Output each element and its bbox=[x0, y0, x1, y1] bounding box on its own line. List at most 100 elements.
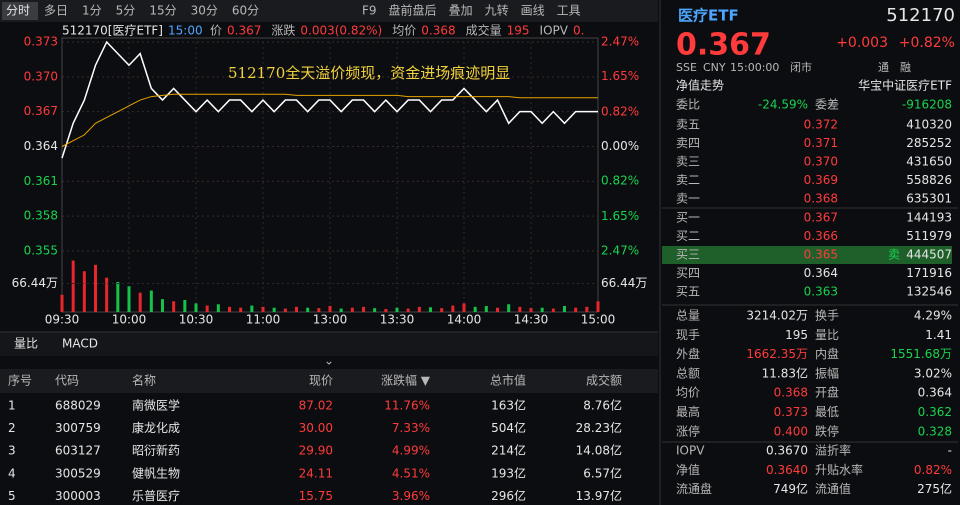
meta: 15:00:00 bbox=[730, 61, 779, 74]
table-cell: 昭衍新药 bbox=[132, 443, 180, 458]
quote-label: 涨跌 bbox=[271, 23, 295, 38]
y2-tick-label: 0.82% bbox=[601, 104, 639, 118]
level-label: 卖三 bbox=[676, 155, 700, 169]
quote-time: 15:00 bbox=[168, 24, 203, 38]
y2-tick-label: 0.00% bbox=[601, 139, 639, 153]
table-cell: 28.23亿 bbox=[576, 420, 622, 435]
level-volume: 410320 bbox=[906, 118, 952, 132]
level-label: 卖二 bbox=[676, 173, 700, 187]
y2-tick-label: 2.47% bbox=[601, 244, 639, 258]
tool-button[interactable]: 叠加 bbox=[449, 4, 473, 18]
stat-value: 1551.68万 bbox=[890, 347, 952, 361]
bid-highlight bbox=[662, 246, 952, 264]
meta: CNY bbox=[703, 61, 726, 74]
volume-bar bbox=[384, 308, 388, 312]
table-cell: 南微医学 bbox=[132, 398, 180, 413]
quote-label: IOPV bbox=[540, 24, 569, 38]
table-cell: 5 bbox=[8, 489, 16, 503]
y2-tick-label: 2.47% bbox=[601, 35, 639, 49]
volume-bar bbox=[172, 301, 176, 312]
quote-code: 512170[医疗ETF] bbox=[62, 24, 163, 38]
table-cell: 14.08亿 bbox=[576, 443, 622, 458]
quote-value: 0.003(0.82%) bbox=[300, 24, 382, 38]
table-cell: 13.97亿 bbox=[576, 488, 622, 503]
volume-bar bbox=[306, 307, 310, 312]
table-cell: 603127 bbox=[55, 444, 101, 458]
volume-bar bbox=[339, 308, 343, 312]
x-tick-label: 14:00 bbox=[447, 313, 482, 327]
level-price: 0.365 bbox=[804, 248, 838, 262]
bottom-tab[interactable]: 量比 bbox=[14, 337, 38, 351]
period-tab[interactable]: 1分 bbox=[82, 4, 102, 18]
level-price: 0.366 bbox=[804, 229, 838, 243]
volume-bar bbox=[350, 307, 354, 312]
period-tab[interactable]: 多日 bbox=[44, 4, 68, 18]
table-cell: 214亿 bbox=[491, 443, 526, 458]
bottom-tab[interactable]: MACD bbox=[62, 337, 98, 351]
level-volume: 132546 bbox=[906, 285, 952, 299]
stat-value: 0.362 bbox=[918, 405, 952, 419]
level-volume: 444507 bbox=[906, 248, 952, 262]
stat-value: 0.3670 bbox=[766, 444, 808, 458]
stat-label: 溢折率 bbox=[815, 443, 851, 458]
stat-label: 最低 bbox=[815, 405, 839, 419]
x-tick-label: 10:00 bbox=[112, 313, 147, 327]
level-label: 买三 bbox=[676, 248, 700, 262]
collapse-icon[interactable]: ⌄ bbox=[324, 354, 334, 368]
quote-value: 0. bbox=[573, 24, 584, 38]
y-tick-label: 0.373 bbox=[24, 35, 58, 49]
table-cell: 87.02 bbox=[299, 399, 333, 413]
y-tick-label: 0.367 bbox=[24, 104, 58, 118]
level-price: 0.368 bbox=[804, 192, 838, 206]
volume-bar bbox=[317, 308, 321, 312]
quote-label: 价 bbox=[210, 24, 222, 38]
stat-label: 总额 bbox=[676, 366, 700, 380]
table-cell: 2 bbox=[8, 421, 16, 435]
table-cell: 29.90 bbox=[299, 444, 333, 458]
tool-button[interactable]: 九转 bbox=[485, 3, 509, 18]
price-line bbox=[61, 40, 598, 159]
period-tab[interactable]: 15分 bbox=[149, 4, 176, 18]
table-cell: 300529 bbox=[55, 466, 101, 480]
volume-bar bbox=[94, 264, 97, 312]
volume-bar bbox=[540, 307, 544, 312]
level-label: 卖一 bbox=[676, 192, 700, 206]
volume-bar bbox=[462, 303, 466, 312]
level-price: 0.372 bbox=[804, 118, 838, 132]
stat-value: 195 bbox=[785, 328, 808, 342]
tool-button[interactable]: 画线 bbox=[521, 4, 545, 18]
table-cell: 3 bbox=[8, 444, 16, 458]
tool-button[interactable]: 工具 bbox=[557, 4, 581, 18]
table-cell: 8.76亿 bbox=[583, 398, 622, 413]
tab-bar bbox=[0, 332, 658, 356]
nav-label: 净值走势 bbox=[676, 78, 724, 93]
level-label: 卖五 bbox=[676, 118, 700, 132]
table-cell: 688029 bbox=[55, 399, 101, 413]
stat-value: 0.364 bbox=[918, 386, 952, 400]
volume-bar bbox=[216, 304, 220, 312]
stat-value: 1.41 bbox=[925, 328, 952, 342]
volume-bar bbox=[205, 305, 209, 312]
volume-bar bbox=[507, 304, 511, 312]
volume-bar bbox=[194, 303, 198, 312]
period-tab[interactable]: 5分 bbox=[116, 4, 136, 18]
stat-label: 外盘 bbox=[676, 346, 700, 361]
volume-bar bbox=[60, 294, 64, 312]
period-tab[interactable]: 30分 bbox=[191, 4, 218, 18]
volume-bar bbox=[261, 306, 265, 312]
table-cell: 4.51% bbox=[392, 466, 430, 480]
level-label: 买五 bbox=[676, 285, 700, 299]
tool-button[interactable]: F9 bbox=[362, 4, 377, 18]
column-header: 总市值 bbox=[490, 373, 526, 388]
tool-button[interactable]: 盘前盘后 bbox=[389, 3, 437, 18]
period-tab[interactable]: 分时 bbox=[6, 4, 30, 18]
x-tick-label: 13:00 bbox=[313, 313, 348, 327]
quote-value: 0.367 bbox=[227, 24, 261, 38]
volume-bar bbox=[228, 306, 231, 312]
volume-bar bbox=[473, 306, 477, 312]
period-tab[interactable]: 60分 bbox=[232, 4, 259, 18]
table-cell: 6.57亿 bbox=[583, 465, 622, 480]
ratio-label: 委差 bbox=[815, 98, 839, 112]
table-cell: 健帆生物 bbox=[132, 465, 180, 480]
